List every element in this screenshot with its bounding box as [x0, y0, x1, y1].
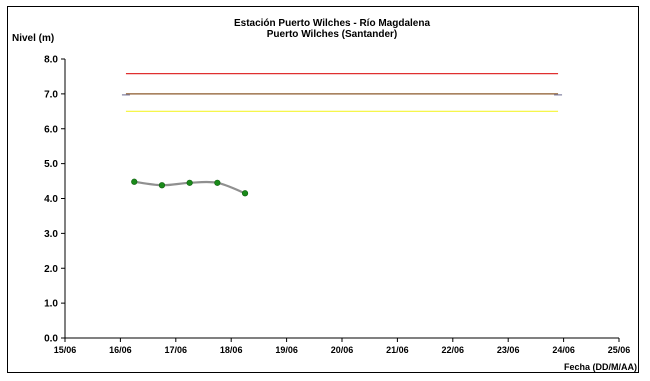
- y-tick-label: 4.0: [44, 194, 58, 205]
- data-point: [158, 182, 166, 189]
- y-tick-label: 8.0: [44, 55, 58, 66]
- chart-subtitle: Puerto Wilches (Santander): [267, 29, 398, 40]
- data-point: [214, 179, 221, 186]
- x-tick-label: 19/06: [275, 345, 298, 355]
- x-tick-label: 21/06: [386, 345, 409, 355]
- x-tick-label: 18/06: [220, 345, 243, 355]
- data-point: [186, 179, 193, 186]
- x-tick-label: 23/06: [497, 345, 520, 355]
- y-axis-label: Nivel (m): [12, 33, 54, 44]
- x-tick-label: 24/06: [552, 345, 575, 355]
- y-tick-label: 0.0: [44, 334, 58, 345]
- chart-title: Estación Puerto Wilches - Río Magdalena: [234, 18, 430, 29]
- chart-frame: Estación Puerto Wilches - Río Magdalena …: [7, 6, 639, 373]
- x-tick-label: 17/06: [165, 345, 188, 355]
- x-tick-label: 25/06: [608, 345, 631, 355]
- y-tick-label: 3.0: [44, 229, 58, 240]
- y-tick-label: 6.0: [44, 124, 58, 135]
- x-ticks: 15/06 16/06 17/06 18/06 19/06 20/06 21/06 22/06…: [54, 338, 631, 355]
- y-tick-label: 5.0: [44, 159, 58, 170]
- y-tick-label: 2.0: [44, 264, 58, 275]
- x-axis-label: Fecha (DD/M/AA): [564, 362, 637, 372]
- x-tick-label: 22/06: [442, 345, 465, 355]
- x-tick-label: 15/06: [54, 345, 77, 355]
- chart: Estación Puerto Wilches - Río Magdalena …: [12, 18, 637, 372]
- y-tick-label: 1.0: [44, 299, 58, 310]
- y-tick-label: 7.0: [44, 89, 58, 100]
- data-point: [241, 190, 249, 197]
- data-point: [131, 178, 138, 185]
- x-tick-label: 16/06: [109, 345, 132, 355]
- series-group: [131, 178, 249, 197]
- threshold-lines: [121, 73, 563, 112]
- y-ticks: 0.0 1.0 2.0 3.0 4.0 5.0 6.0 7.0 8.0: [44, 55, 65, 345]
- axes: [64, 59, 619, 339]
- x-tick-label: 20/06: [331, 345, 354, 355]
